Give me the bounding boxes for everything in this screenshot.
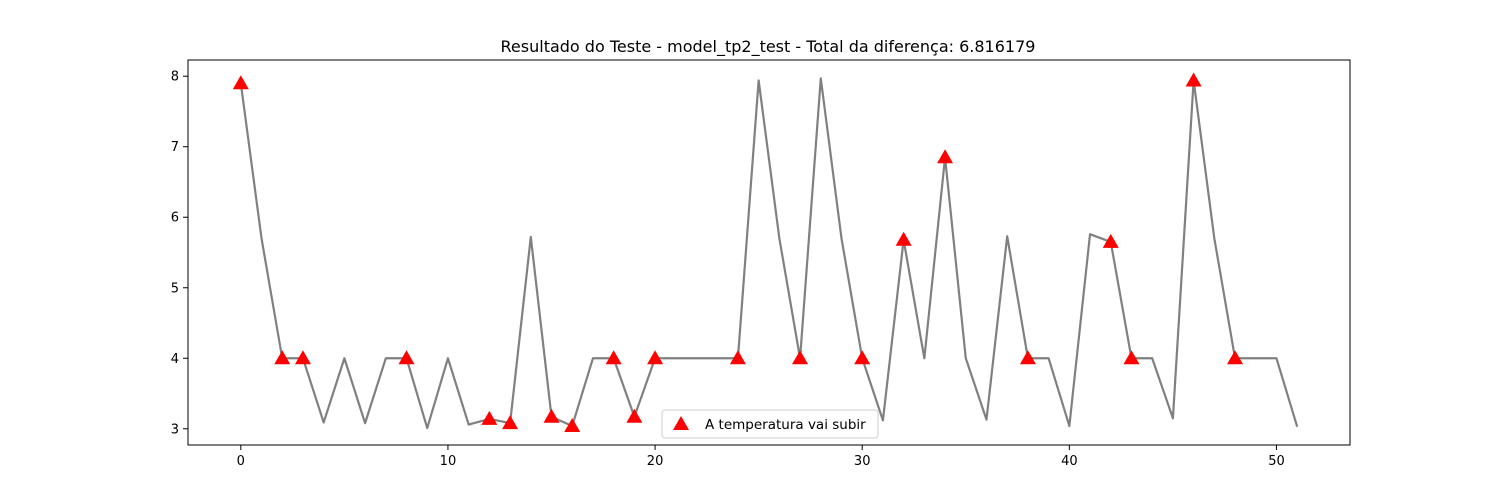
triangle-marker — [398, 350, 415, 365]
triangle-marker — [854, 350, 871, 365]
triangle-marker — [481, 410, 498, 425]
triangle-marker — [502, 415, 519, 430]
triangle-marker — [1123, 350, 1140, 365]
triangle-marker — [792, 350, 809, 365]
y-tick-label: 8 — [171, 70, 179, 85]
y-tick-label: 5 — [171, 281, 179, 296]
legend-label: A temperatura vai subir — [705, 417, 866, 433]
x-tick-label: 10 — [440, 454, 457, 469]
triangle-marker — [232, 75, 249, 90]
legend-marker — [673, 416, 689, 430]
y-axis: 3 4 5 6 7 8 — [171, 70, 188, 437]
series-line — [239, 77, 1299, 430]
plot-content — [232, 72, 1299, 432]
x-tick-label: 30 — [854, 454, 871, 469]
x-tick-label: 50 — [1268, 454, 1285, 469]
triangle-marker — [605, 350, 622, 365]
triangle-marker — [543, 408, 560, 423]
triangle-marker — [1102, 233, 1119, 248]
x-axis: 0 10 20 30 40 50 — [237, 445, 1285, 469]
triangle-marker — [274, 350, 291, 365]
y-tick-label: 6 — [171, 211, 179, 226]
triangle-marker — [294, 350, 311, 365]
y-tick-label: 7 — [171, 140, 179, 155]
triangle-marker — [729, 350, 746, 365]
plot-frame — [187, 59, 1351, 446]
triangle-marker — [626, 408, 643, 423]
legend: A temperatura vai subir — [661, 409, 879, 439]
triangle-marker — [647, 350, 664, 365]
triangle-marker — [1227, 350, 1244, 365]
chart-title: Resultado do Teste - model_tp2_test - To… — [501, 37, 1036, 57]
triangle-marker — [1185, 72, 1202, 87]
x-tick-label: 40 — [1061, 454, 1078, 469]
x-tick-label: 20 — [647, 454, 664, 469]
x-tick-label: 0 — [237, 454, 245, 469]
triangle-marker — [1019, 350, 1036, 365]
triangle-marker — [937, 149, 954, 164]
legend-box — [661, 409, 879, 439]
y-tick-label: 4 — [171, 352, 179, 367]
y-tick-label: 3 — [171, 422, 179, 437]
triangle-marker — [895, 231, 912, 246]
triangle-marker — [564, 417, 581, 432]
